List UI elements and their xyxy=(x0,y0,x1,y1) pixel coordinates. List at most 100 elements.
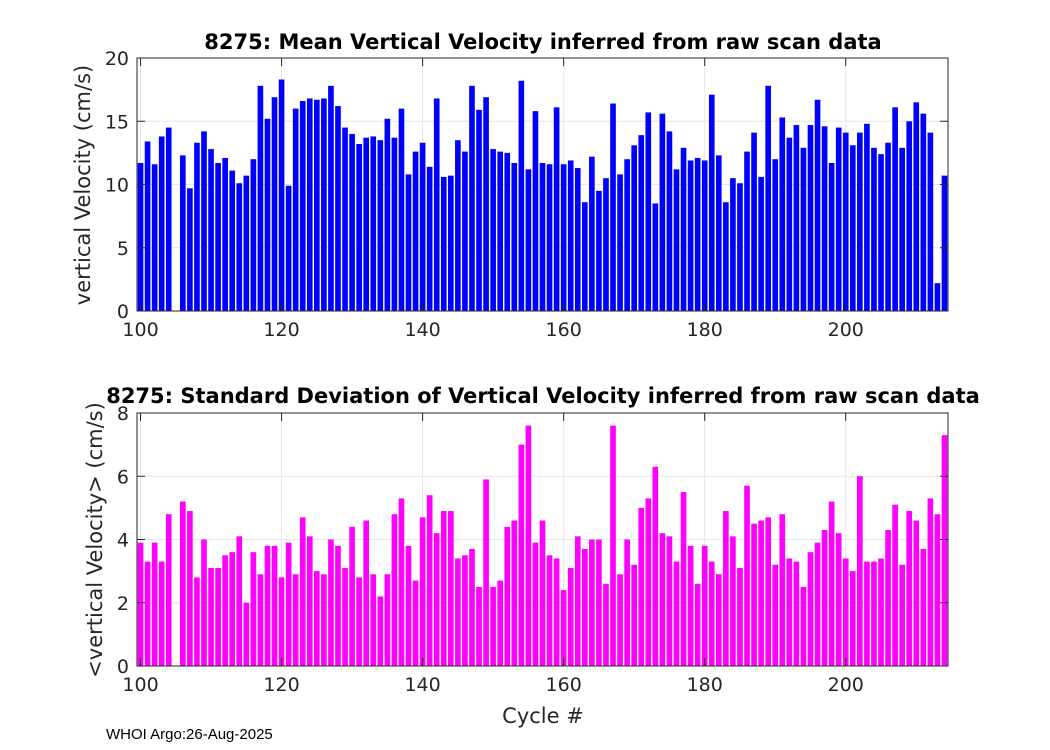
bar xyxy=(433,98,440,311)
bar xyxy=(497,580,504,666)
bar xyxy=(680,147,687,311)
bar xyxy=(476,586,482,666)
bar xyxy=(546,164,553,311)
bar xyxy=(264,545,271,666)
y-tick-label: 4 xyxy=(117,530,129,552)
y-tick-label: 0 xyxy=(117,656,129,678)
bar xyxy=(589,156,595,311)
x-tick-label: 120 xyxy=(263,319,299,341)
bar xyxy=(158,561,165,666)
bar xyxy=(180,501,186,666)
bar xyxy=(920,113,927,311)
bar xyxy=(483,479,489,666)
bar xyxy=(215,567,221,666)
bar xyxy=(560,590,567,666)
bar xyxy=(469,548,475,666)
bar xyxy=(144,561,151,666)
bar xyxy=(553,558,560,666)
bar xyxy=(645,112,652,312)
bar xyxy=(589,539,595,666)
bar xyxy=(849,571,856,666)
bar xyxy=(617,174,623,311)
bar xyxy=(652,466,659,666)
bar xyxy=(920,548,927,666)
bar xyxy=(878,154,884,311)
bar xyxy=(384,118,391,311)
bar xyxy=(328,85,334,311)
bar xyxy=(624,539,630,666)
bar xyxy=(306,98,313,311)
bar xyxy=(504,152,511,311)
bar xyxy=(723,202,729,311)
bar xyxy=(927,498,934,666)
bar xyxy=(405,174,412,311)
bar xyxy=(596,539,602,666)
bar xyxy=(560,164,567,311)
bar xyxy=(892,107,898,312)
bar xyxy=(349,526,355,666)
bar xyxy=(222,555,228,666)
bar xyxy=(448,511,454,666)
bar xyxy=(857,476,863,666)
bar xyxy=(715,574,722,666)
bar xyxy=(807,552,814,666)
bar xyxy=(532,542,539,666)
bar xyxy=(426,495,433,666)
bar xyxy=(913,102,920,312)
bar xyxy=(518,444,525,666)
bar xyxy=(285,542,292,666)
bar xyxy=(405,545,412,666)
bar xyxy=(180,155,186,311)
bar xyxy=(744,485,750,666)
bar xyxy=(885,530,891,666)
bar xyxy=(391,137,398,311)
bar xyxy=(250,552,257,666)
bar xyxy=(398,498,405,666)
bar xyxy=(708,561,715,666)
bar xyxy=(687,545,694,666)
bar xyxy=(271,97,278,311)
bar-series xyxy=(137,425,948,666)
bar xyxy=(800,147,807,311)
bar xyxy=(377,140,384,311)
bar xyxy=(927,132,934,311)
std-velocity-panel: 100 120 140 160 180 200 0 2 4 6 8 8275: Standard D… xyxy=(83,384,980,728)
bar xyxy=(567,567,574,666)
y-tick-label: 2 xyxy=(117,593,129,615)
bar xyxy=(398,108,405,311)
bar xyxy=(807,125,814,311)
bar xyxy=(842,558,849,666)
bar xyxy=(659,533,666,666)
bar xyxy=(546,555,553,666)
bar xyxy=(701,545,708,666)
bar xyxy=(539,162,546,311)
bar xyxy=(306,536,313,666)
bar xyxy=(194,577,200,666)
bar xyxy=(264,118,271,311)
bar xyxy=(723,511,729,666)
bar xyxy=(624,159,630,311)
bar xyxy=(899,564,905,666)
bar xyxy=(208,149,214,311)
bar xyxy=(201,539,207,666)
x-tick-label: 100 xyxy=(122,319,158,341)
bar xyxy=(871,147,877,311)
bar xyxy=(730,178,736,311)
bar xyxy=(215,162,221,311)
bar xyxy=(835,533,842,666)
bar xyxy=(694,157,701,311)
bar xyxy=(342,127,348,311)
bar xyxy=(814,99,821,312)
bar xyxy=(165,127,172,311)
bar xyxy=(377,596,384,666)
bar xyxy=(250,159,257,311)
bar xyxy=(532,111,539,311)
bar xyxy=(356,577,362,666)
bar xyxy=(165,514,172,666)
bar xyxy=(151,164,158,311)
bar xyxy=(490,586,496,666)
bar xyxy=(384,574,391,666)
bar xyxy=(321,98,327,311)
bar xyxy=(455,558,461,666)
bar xyxy=(511,520,518,666)
